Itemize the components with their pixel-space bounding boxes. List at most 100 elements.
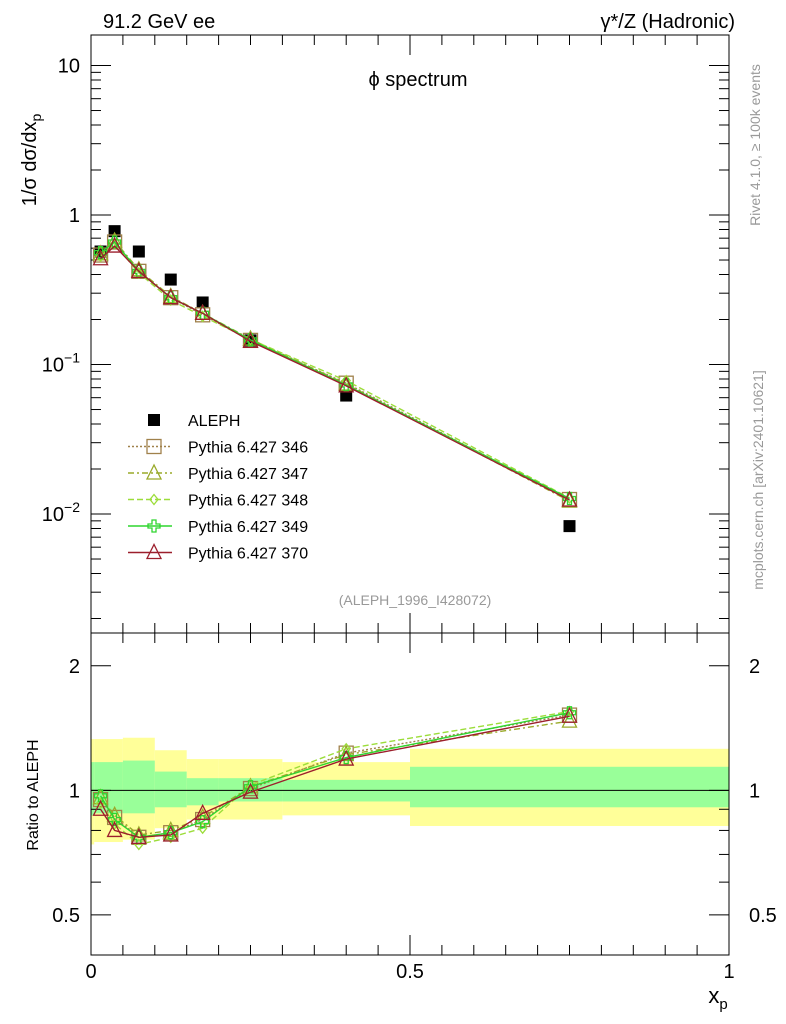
main-y-label: 1/σ dσ/dxp xyxy=(19,114,44,207)
legend-marker xyxy=(145,463,163,480)
y-tick-label-base: 10 xyxy=(42,355,64,377)
legend-label: Pythia 6.427 348 xyxy=(188,493,308,510)
series-marker xyxy=(162,288,179,305)
main-y-label-main: 1/σ dσ/dx xyxy=(19,122,41,207)
ratio-series-marker xyxy=(162,820,179,838)
ratio-y-tick-label: 1 xyxy=(69,780,80,802)
main-y-label-sub: p xyxy=(28,114,44,122)
series-marker xyxy=(338,376,355,393)
uncertainty-band-inner xyxy=(186,778,219,806)
uncertainty-band-inner xyxy=(91,762,95,816)
series-marker xyxy=(242,331,259,348)
ratio-series-marker xyxy=(92,791,109,808)
ratio-panel: 0.5 0.5 1 1 2 2 0 0.5 1 Ratio to ALEPH xp xyxy=(25,632,777,1013)
ratio-series xyxy=(92,705,578,851)
ratio-series-line xyxy=(99,712,570,839)
ratio-series-marker xyxy=(338,749,355,766)
ratio-series-marker xyxy=(130,827,147,844)
y-tick-label: 10−1 xyxy=(42,350,80,377)
y-tick-label: 10 xyxy=(58,56,80,78)
ratio-y-tick-label-right: 1 xyxy=(749,780,760,802)
ratio-series-4 xyxy=(92,706,578,844)
series-0 xyxy=(94,225,576,533)
series-line xyxy=(100,245,570,501)
ratio-series-marker xyxy=(242,780,259,797)
aleph-data-point xyxy=(563,520,576,533)
main-frame xyxy=(90,34,730,634)
ratio-series-marker xyxy=(95,797,106,810)
aleph-data-point xyxy=(108,225,121,238)
ratio-series-marker xyxy=(341,742,352,755)
legend-marker xyxy=(148,414,160,426)
ratio-series-marker xyxy=(561,711,578,728)
y-tick-label-base: 10 xyxy=(58,56,80,78)
series-marker xyxy=(93,246,108,260)
ratio-series-marker xyxy=(338,745,355,762)
y-tick-label-base: 10 xyxy=(42,504,64,526)
ratio-series-marker xyxy=(92,799,109,816)
ratio-series-marker xyxy=(106,809,123,826)
ratio-series-marker xyxy=(562,706,577,720)
series-marker xyxy=(130,261,147,278)
series-marker xyxy=(106,236,123,253)
ratio-series-marker xyxy=(243,780,258,794)
y-tick-label-base: 1 xyxy=(69,205,80,227)
series-line xyxy=(100,242,570,499)
series-5 xyxy=(92,236,578,507)
legend-label: ALEPH xyxy=(188,413,240,430)
x-axis-label-main: x xyxy=(708,983,719,1008)
y-tick-label: 10−2 xyxy=(42,499,80,526)
legend-marker xyxy=(146,438,162,455)
legend-marker xyxy=(147,519,161,533)
x-tick-label: 0.5 xyxy=(396,961,424,983)
x-axis-label: xp xyxy=(708,983,727,1013)
y-tick-label: 1 xyxy=(69,205,80,227)
ratio-y-label: Ratio to ALEPH xyxy=(25,739,42,850)
ratio-series-marker xyxy=(245,778,256,792)
legend-marker xyxy=(145,543,163,560)
analysis-annotation: (ALEPH_1996_I428072) xyxy=(339,592,492,608)
legend-label: Pythia 6.427 349 xyxy=(188,519,308,536)
main-y-label-text: 1/σ dσ/dxp xyxy=(19,114,44,207)
header-left: 91.2 GeV ee xyxy=(103,11,215,33)
aleph-data-point xyxy=(164,273,177,286)
aleph-data-point xyxy=(132,245,145,258)
ratio-series-marker xyxy=(194,803,211,820)
uncertainty-band-inner xyxy=(122,760,155,814)
ratio-ticks: 0.5 0.5 1 1 2 2 0 0.5 1 xyxy=(52,633,777,983)
ratio-y-tick-label: 0.5 xyxy=(52,905,80,927)
ratio-series-marker xyxy=(561,706,578,723)
x-tick-label: 0 xyxy=(85,961,96,983)
legend-label: Pythia 6.427 370 xyxy=(188,546,308,563)
ratio-series-marker xyxy=(93,789,108,803)
ratio-bands xyxy=(91,737,729,845)
ratio-series-marker xyxy=(242,782,259,799)
ratio-y-tick-label-right: 0.5 xyxy=(749,905,777,927)
ratio-series-line xyxy=(99,710,570,846)
legend: ALEPH Pythia 6.427 346 Pythia 6.427 347 Pyt… xyxy=(128,413,308,563)
ratio-y-tick-label-right: 2 xyxy=(749,656,760,678)
x-axis-label-sub: p xyxy=(719,996,727,1013)
legend-label: Pythia 6.427 347 xyxy=(188,466,308,483)
rivet-label: Rivet 4.1.0, ≥ 100k events xyxy=(747,64,763,226)
y-tick-label-exp: −1 xyxy=(64,350,80,366)
x-tick-label: 1 xyxy=(723,961,734,983)
uncertainty-band-inner xyxy=(410,766,729,808)
aleph-data-point xyxy=(340,389,353,402)
ratio-series-marker xyxy=(106,820,123,838)
ratio-series-marker xyxy=(162,825,179,842)
series-marker xyxy=(92,249,109,266)
series-marker xyxy=(194,303,211,320)
uncertainty-band-inner xyxy=(154,771,187,808)
header-right: γ*/Z (Hadronic) xyxy=(601,11,735,33)
aleph-data-point xyxy=(196,296,209,309)
chart-title: ϕ spectrum xyxy=(368,69,467,91)
y-tick-label-exp: −2 xyxy=(64,499,80,515)
legend-label: Pythia 6.427 346 xyxy=(188,440,308,457)
mcplots-label: mcplots.cern.ch [arXiv:2401.10621] xyxy=(750,370,766,589)
ratio-y-tick-label: 2 xyxy=(69,656,80,678)
legend-marker xyxy=(149,493,159,506)
